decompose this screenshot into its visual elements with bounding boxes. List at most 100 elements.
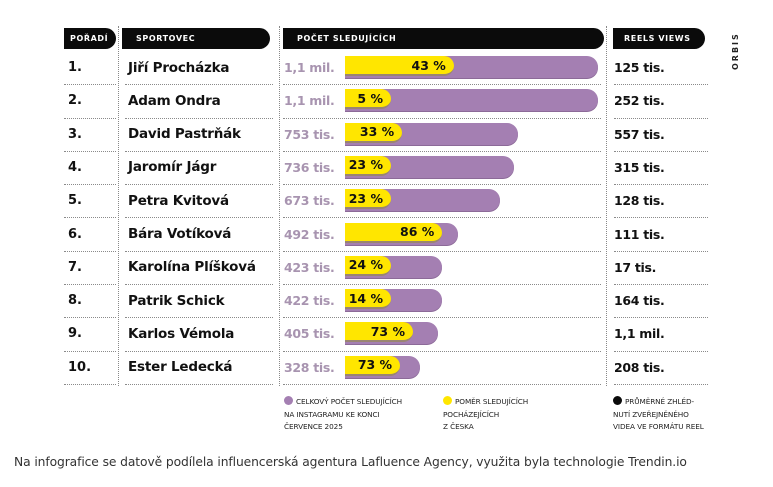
caption: Na infografice se datově podílela influe… <box>14 455 687 469</box>
legend-reels-swatch <box>613 396 622 405</box>
table-row: 5. Petra Kvitová 673 tis. 23 % 128 tis. <box>0 185 773 219</box>
reels-views: 315 tis. <box>614 159 665 175</box>
rank-number: 2. <box>68 93 82 109</box>
row-divider <box>64 117 116 119</box>
legend-czech-share-line: Poměr sledujících <box>455 397 529 406</box>
legend-reels-line: videa ve formátu reel <box>613 422 704 431</box>
rank-number: 4. <box>68 159 82 175</box>
row-divider <box>283 250 601 252</box>
column-divider <box>279 26 280 386</box>
rank-number: 6. <box>68 226 82 242</box>
header-rank: POŘADÍ <box>64 28 116 49</box>
athlete-name: Petra Kvitová <box>128 192 229 209</box>
rank-number: 8. <box>68 293 82 309</box>
header-reels-label: REELS VIEWS <box>624 34 691 43</box>
header-reels: REELS VIEWS <box>613 28 705 49</box>
legend-czech-share-line: z Česka <box>443 422 474 431</box>
row-divider <box>614 350 708 352</box>
table-row: 9. Karlos Vémola 405 tis. 73 % 1,1 mil. <box>0 318 773 352</box>
legend-czech-share: Poměr sledujících pocházejících z Česka <box>443 396 528 434</box>
row-divider <box>64 184 116 186</box>
row-divider <box>64 317 116 319</box>
athlete-name: David Pastrňák <box>128 126 241 143</box>
row-divider <box>64 84 116 86</box>
row-divider <box>125 184 273 186</box>
row-divider <box>125 317 273 319</box>
reels-views: 208 tis. <box>614 359 665 375</box>
reels-views: 557 tis. <box>614 126 665 142</box>
reels-views: 164 tis. <box>614 293 665 309</box>
athlete-name: Karlos Vémola <box>128 325 235 342</box>
row-divider <box>614 150 708 152</box>
legend-followers-swatch <box>284 396 293 405</box>
legend-followers-line: července 2025 <box>284 422 343 431</box>
row-divider <box>614 284 708 286</box>
reels-views: 128 tis. <box>614 193 665 209</box>
followers-count: 405 tis. <box>284 326 335 342</box>
table-row: 1. Jiří Procházka 1,1 mil. 43 % 125 tis. <box>0 52 773 86</box>
row-divider <box>283 184 601 186</box>
czech-share-bar: 73 % <box>345 322 413 343</box>
row-divider <box>283 350 601 352</box>
followers-count: 753 tis. <box>284 126 335 142</box>
czech-share-bar: 14 % <box>345 289 391 310</box>
followers-count: 423 tis. <box>284 259 335 275</box>
legend-followers-line: Celkový počet sledujících <box>296 397 403 406</box>
rank-number: 7. <box>68 259 82 275</box>
column-divider <box>118 26 119 386</box>
table-row: 4. Jaromír Jágr 736 tis. 23 % 315 tis. <box>0 152 773 186</box>
table-row: 7. Karolína Plíšková 423 tis. 24 % 17 tis. <box>0 252 773 286</box>
athlete-name: Bára Votíková <box>128 226 232 242</box>
czech-share-bar: 23 % <box>345 189 391 210</box>
row-divider <box>64 217 116 219</box>
czech-share-bar: 24 % <box>345 255 391 276</box>
rank-number: 10. <box>68 359 92 375</box>
row-divider <box>125 350 273 352</box>
athlete-name: Patrik Schick <box>128 292 225 309</box>
czech-share-bar: 73 % <box>345 355 401 376</box>
reels-views: 17 tis. <box>614 259 657 275</box>
header-followers: POČET SLEDUJÍCÍCH <box>283 28 604 49</box>
legend-followers: Celkový počet sledujících na Instagramu … <box>284 396 402 434</box>
legend-reels-line: nutí zveřejněného <box>613 409 689 419</box>
header-athlete-label: SPORTOVEC <box>136 34 196 43</box>
header-rank-label: POŘADÍ <box>70 34 109 43</box>
legend-czech-share-swatch <box>443 396 452 405</box>
czech-share-bar: 33 % <box>345 122 403 143</box>
athlete-name: Karolína Plíšková <box>128 259 256 276</box>
reels-views: 111 tis. <box>614 226 665 242</box>
rank-number: 1. <box>68 60 82 75</box>
row-divider <box>614 117 708 119</box>
row-divider <box>614 184 708 186</box>
row-divider <box>125 84 273 86</box>
row-divider <box>614 317 708 319</box>
row-divider <box>283 150 601 152</box>
czech-share-bar: 43 % <box>345 56 454 76</box>
row-divider <box>614 250 708 252</box>
row-divider <box>64 284 116 286</box>
followers-count: 673 tis. <box>284 193 335 209</box>
legend-czech-share-line: pocházejících <box>443 409 500 419</box>
rank-number: 3. <box>68 126 82 142</box>
row-divider <box>64 350 116 352</box>
rank-number: 5. <box>68 193 82 209</box>
row-divider <box>125 250 273 252</box>
czech-share-bar: 5 % <box>345 89 391 110</box>
followers-count: 1,1 mil. <box>284 60 335 75</box>
followers-count: 328 tis. <box>284 359 335 375</box>
row-divider <box>283 117 601 119</box>
followers-count: 1,1 mil. <box>284 93 335 109</box>
row-divider <box>125 150 273 152</box>
followers-count: 492 tis. <box>284 226 335 242</box>
row-divider <box>64 383 116 385</box>
column-divider <box>606 26 607 386</box>
followers-bar <box>345 89 598 112</box>
legend-reels: Průměrné zhléd- nutí zveřejněného videa … <box>613 396 704 434</box>
row-divider <box>125 117 273 119</box>
row-divider <box>64 250 116 252</box>
table-row: 2. Adam Ondra 1,1 mil. 5 % 252 tis. <box>0 85 773 119</box>
reels-views: 125 tis. <box>614 60 665 75</box>
row-divider <box>283 317 601 319</box>
header-followers-label: POČET SLEDUJÍCÍCH <box>297 34 397 43</box>
legend-followers-line: na Instagramu ke konci <box>284 409 380 419</box>
